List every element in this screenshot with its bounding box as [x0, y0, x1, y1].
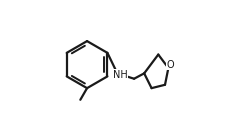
- Text: O: O: [167, 60, 174, 70]
- Text: NH: NH: [113, 70, 127, 80]
